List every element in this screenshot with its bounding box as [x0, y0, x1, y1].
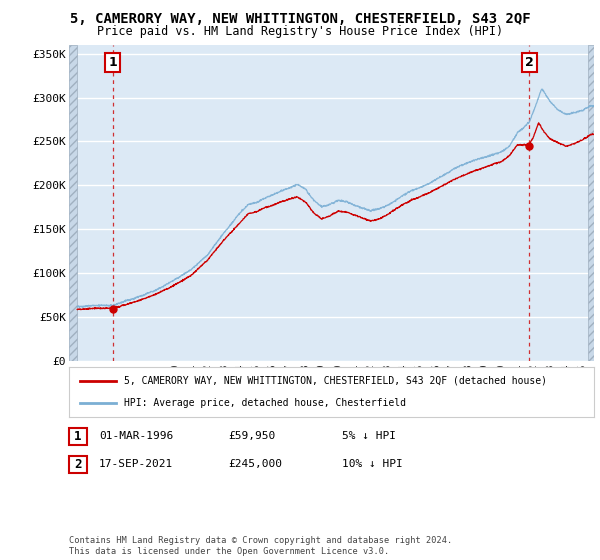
Text: 5% ↓ HPI: 5% ↓ HPI	[342, 431, 396, 441]
Text: £245,000: £245,000	[228, 459, 282, 469]
Text: 2: 2	[525, 56, 533, 69]
Text: 1: 1	[108, 56, 117, 69]
Text: 10% ↓ HPI: 10% ↓ HPI	[342, 459, 403, 469]
Text: 2: 2	[74, 458, 82, 471]
Text: 01-MAR-1996: 01-MAR-1996	[99, 431, 173, 441]
Text: HPI: Average price, detached house, Chesterfield: HPI: Average price, detached house, Ches…	[124, 398, 406, 408]
Text: 5, CAMERORY WAY, NEW WHITTINGTON, CHESTERFIELD, S43 2QF (detached house): 5, CAMERORY WAY, NEW WHITTINGTON, CHESTE…	[124, 376, 547, 386]
Text: Price paid vs. HM Land Registry's House Price Index (HPI): Price paid vs. HM Land Registry's House …	[97, 25, 503, 38]
Text: 17-SEP-2021: 17-SEP-2021	[99, 459, 173, 469]
Text: 5, CAMERORY WAY, NEW WHITTINGTON, CHESTERFIELD, S43 2QF: 5, CAMERORY WAY, NEW WHITTINGTON, CHESTE…	[70, 12, 530, 26]
Text: 1: 1	[74, 430, 82, 443]
Text: £59,950: £59,950	[228, 431, 275, 441]
Text: Contains HM Land Registry data © Crown copyright and database right 2024.
This d: Contains HM Land Registry data © Crown c…	[69, 536, 452, 556]
